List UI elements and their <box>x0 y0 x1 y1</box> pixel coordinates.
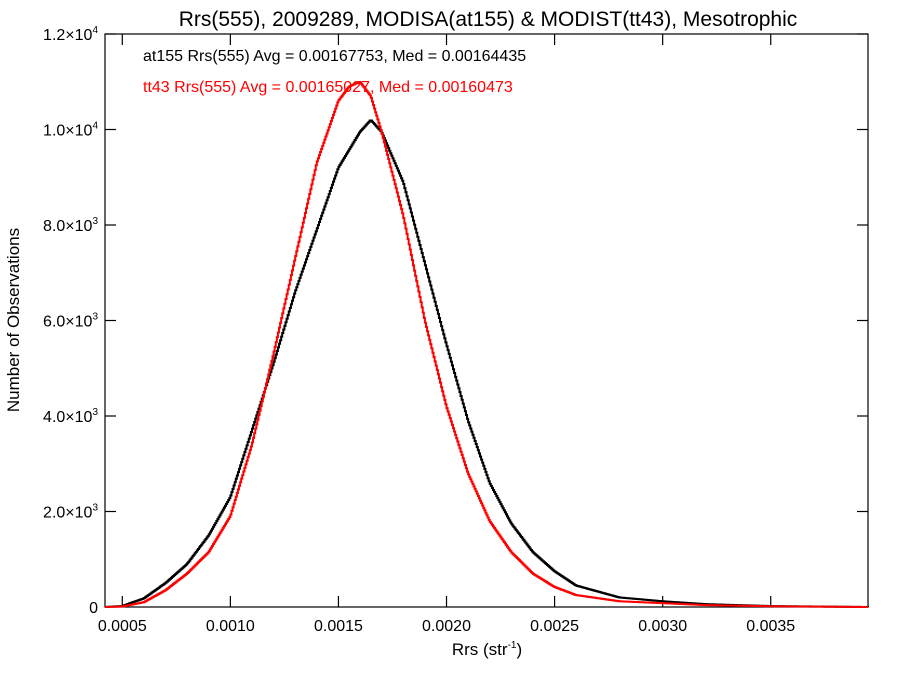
y-tick-label: 0 <box>89 600 98 617</box>
y-tick-mantissa: 0 <box>89 600 98 617</box>
y-tick-label: 6.0×103 <box>43 312 98 331</box>
y-tick-mantissa: 4.0×10 <box>43 409 92 426</box>
x-tick-label: 0.0015 <box>314 618 363 635</box>
y-tick-exponent: 3 <box>92 503 98 514</box>
x-axis-label-sup: -1 <box>508 640 517 651</box>
y-tick-exponent: 3 <box>92 216 98 227</box>
x-tick-label: 0.0025 <box>530 618 579 635</box>
x-axis-label: Rrs (str-1) <box>452 640 522 659</box>
y-axis-ticks: 02.0×1034.0×1036.0×1038.0×1031.0×1041.2×… <box>43 25 868 617</box>
y-axis-label: Number of Observations <box>4 228 23 412</box>
x-tick-label: 0.0020 <box>422 618 471 635</box>
x-axis-label-main: Rrs (str <box>452 640 508 659</box>
x-tick-label: 0.0030 <box>638 618 687 635</box>
series-line-1 <box>105 80 868 608</box>
y-tick-mantissa: 8.0×10 <box>43 218 92 235</box>
annotation-red: tt43 Rrs(555) Avg = 0.00165027, Med = 0.… <box>143 79 513 96</box>
annotation-black: at155 Rrs(555) Avg = 0.00167753, Med = 0… <box>143 48 526 65</box>
x-tick-label: 0.0035 <box>746 618 795 635</box>
chart-title: Rrs(555), 2009289, MODISA(at155) & MODIS… <box>179 8 798 31</box>
x-axis-label-tail: ) <box>516 640 522 659</box>
y-tick-exponent: 4 <box>92 25 98 36</box>
plot-frame <box>104 33 869 608</box>
x-axis-ticks: 0.0005 0.0010 0.0015 0.0020 0.0025 0.0030 0.00… <box>98 34 795 635</box>
y-tick-exponent: 3 <box>92 312 98 323</box>
x-tick-label: 0.0010 <box>206 618 255 635</box>
y-tick-label: 4.0×103 <box>43 407 98 426</box>
y-tick-exponent: 4 <box>92 121 98 132</box>
x-tick-label: 0.0005 <box>98 618 147 635</box>
y-tick-exponent: 3 <box>92 407 98 418</box>
y-tick-label: 1.2×104 <box>43 25 98 44</box>
y-tick-mantissa: 2.0×10 <box>43 505 92 522</box>
y-tick-mantissa: 6.0×10 <box>43 314 92 331</box>
y-tick-mantissa: 1.0×10 <box>43 123 92 140</box>
y-tick-label: 1.0×104 <box>43 121 98 140</box>
series-layer <box>105 80 869 608</box>
y-tick-label: 2.0×103 <box>43 503 98 522</box>
y-tick-label: 8.0×103 <box>43 216 98 235</box>
y-tick-mantissa: 1.2×10 <box>43 27 92 44</box>
